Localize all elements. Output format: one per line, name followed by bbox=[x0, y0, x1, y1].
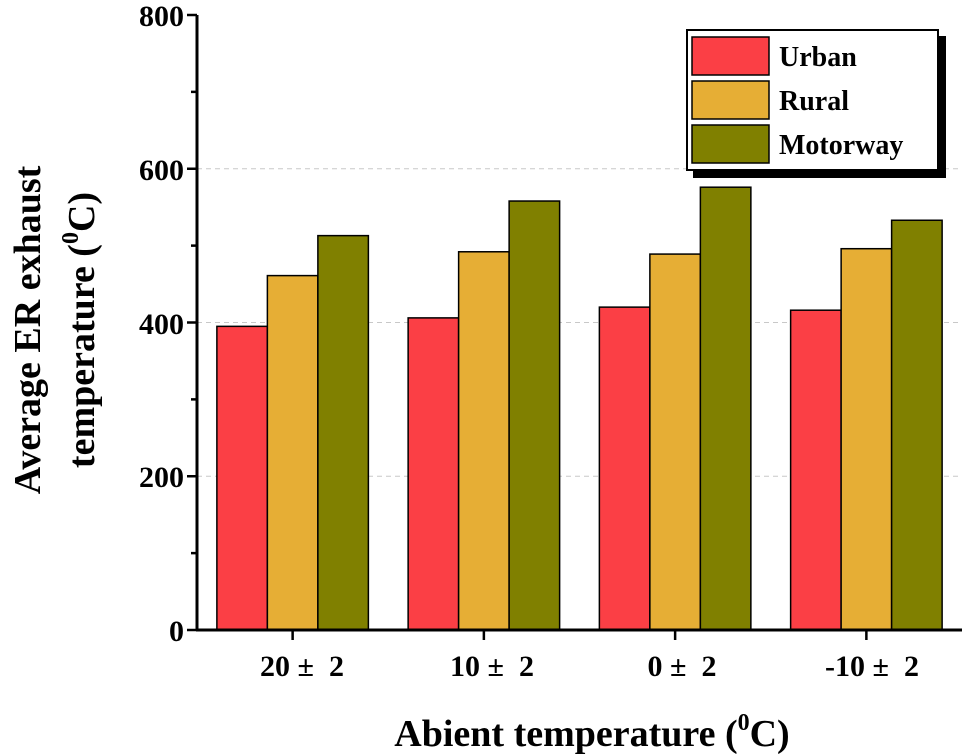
axes bbox=[187, 13, 962, 640]
bar-rural-1 bbox=[457, 251, 510, 631]
x-tick-labels: 20 ± 2 10 ± 2 0 ± 2 -10 ± 2 bbox=[260, 650, 919, 683]
x-tick-label: -10 ± 2 bbox=[825, 650, 919, 683]
bar-rural-2 bbox=[649, 253, 702, 631]
y-axis-title-line2: temperature (0C) bbox=[58, 192, 103, 468]
legend-label-urban: Urban bbox=[779, 42, 857, 73]
bar-urban-1 bbox=[407, 317, 460, 631]
y-tick-label: 0 bbox=[169, 615, 184, 648]
bar-rural-0 bbox=[266, 274, 319, 631]
y-tick-label: 200 bbox=[139, 461, 184, 494]
y-axis-title: Average ER exhaust temperature (0C) bbox=[7, 165, 103, 494]
legend-label-motorway: Motorway bbox=[779, 130, 903, 161]
bars bbox=[216, 186, 943, 631]
y-axis-title-line1: Average ER exhaust bbox=[7, 165, 49, 494]
y-tick-label: 800 bbox=[139, 0, 184, 33]
bar-rural-3 bbox=[840, 247, 893, 631]
legend-label-rural: Rural bbox=[779, 86, 849, 117]
x-tick-label: 0 ± 2 bbox=[648, 650, 717, 683]
y-tick-label: 400 bbox=[139, 308, 184, 341]
bar-motorway-0 bbox=[317, 234, 370, 631]
y-tick-labels: 0 200 400 600 800 bbox=[139, 0, 184, 648]
bar-motorway-3 bbox=[890, 219, 943, 631]
x-tick-label: 20 ± 2 bbox=[260, 650, 344, 683]
bar-urban-0 bbox=[216, 325, 269, 631]
x-tick-label: 10 ± 2 bbox=[450, 650, 534, 683]
bar-urban-2 bbox=[598, 306, 651, 631]
legend-swatch-urban bbox=[691, 36, 770, 76]
bar-motorway-1 bbox=[508, 200, 561, 631]
bar-motorway-2 bbox=[699, 186, 752, 631]
legend-swatch-rural bbox=[691, 80, 770, 120]
legend: Urban Rural Motorway bbox=[686, 29, 946, 178]
x-axis-title: Abient temperature (0C) bbox=[394, 710, 789, 754]
y-tick-label: 600 bbox=[139, 154, 184, 187]
bar-urban-3 bbox=[789, 309, 842, 631]
legend-swatch-motorway bbox=[691, 124, 770, 164]
